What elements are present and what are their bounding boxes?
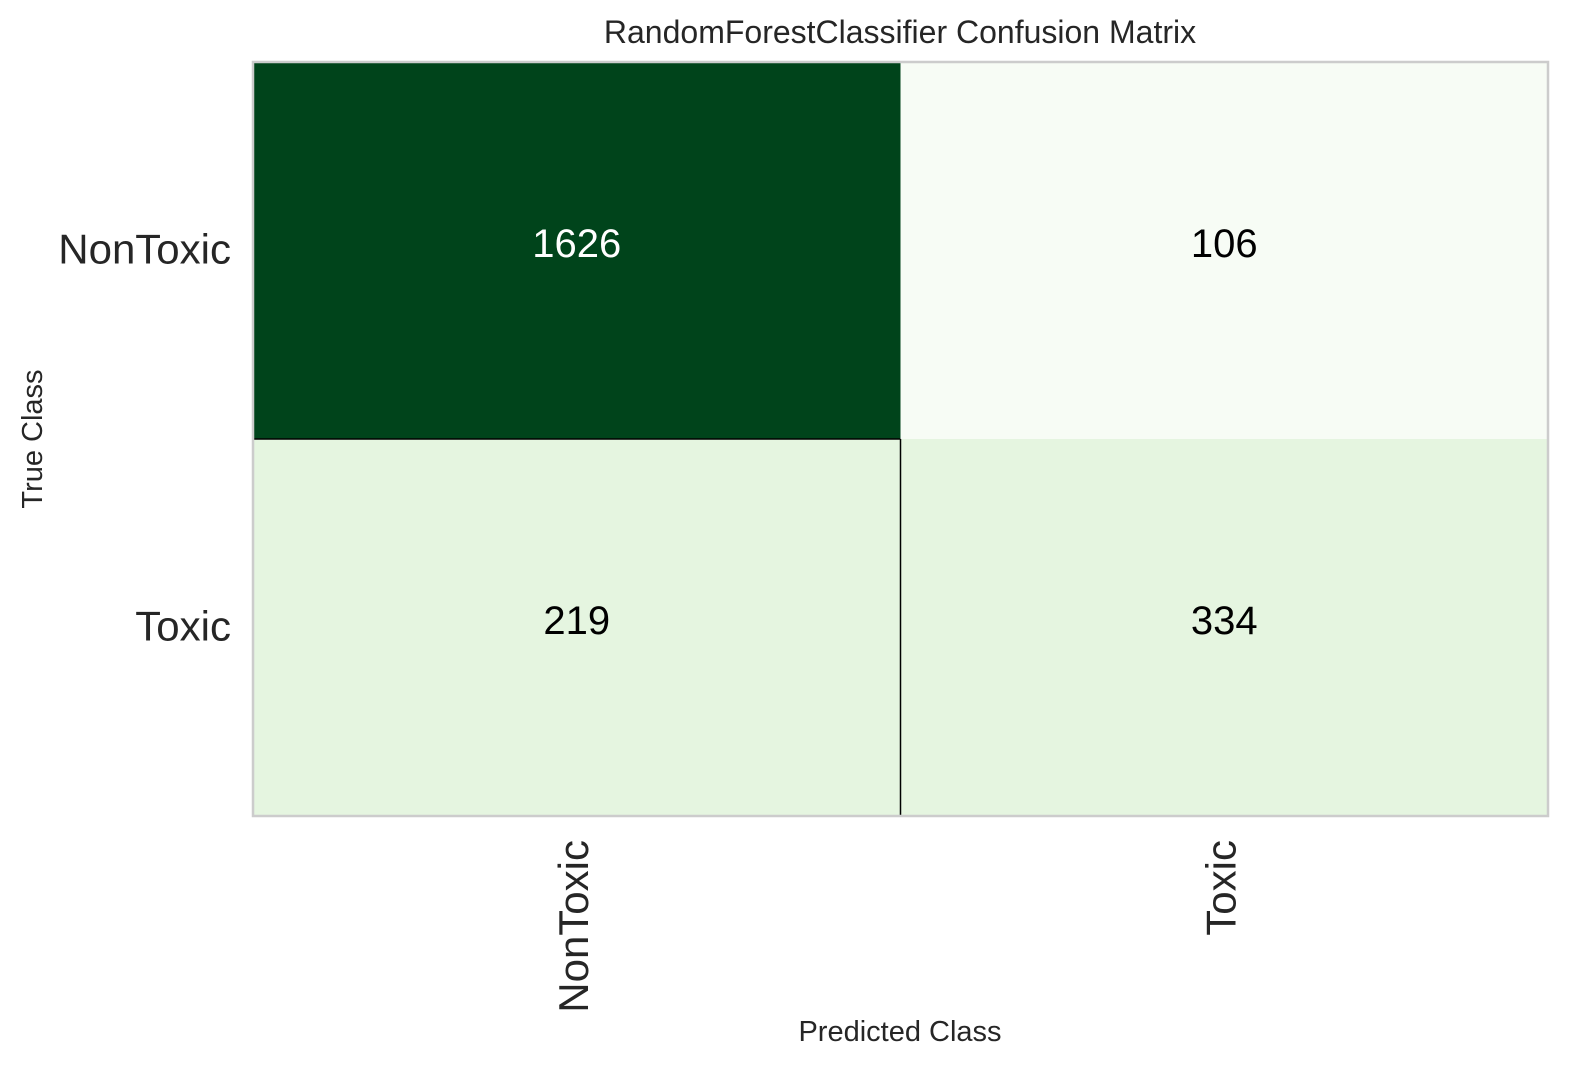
cell-value-1-0: 219 (543, 599, 610, 643)
heatmap-cell-0-0 (253, 62, 901, 439)
chart-title: RandomForestClassifier Confusion Matrix (604, 14, 1196, 50)
y-axis-label: True Class (17, 369, 49, 508)
heatmap-cell-0-1 (900, 62, 1548, 439)
heatmap-cell-1-0 (253, 439, 901, 816)
heatmap-cell-labels: 1626 106 219 334 (532, 222, 1257, 643)
heatmap-cell-1-1 (900, 439, 1548, 816)
plot-frame (251, 60, 1550, 818)
y-axis-ticks: NonToxic Toxic (58, 226, 231, 650)
x-axis-label: Predicted Class (798, 1016, 1001, 1048)
y-tick-label-0: NonToxic (58, 226, 231, 273)
x-axis-ticks: NonToxic Toxic (550, 840, 1245, 1013)
x-tick-label-1: Toxic (1197, 840, 1244, 936)
y-tick-label-1: Toxic (135, 603, 231, 650)
heatmap-cells (253, 62, 1548, 816)
x-tick-label-0: NonToxic (550, 840, 597, 1013)
cell-value-0-0: 1626 (532, 222, 621, 266)
cell-value-1-1: 334 (1191, 599, 1258, 643)
cell-value-0-1: 106 (1191, 222, 1258, 266)
